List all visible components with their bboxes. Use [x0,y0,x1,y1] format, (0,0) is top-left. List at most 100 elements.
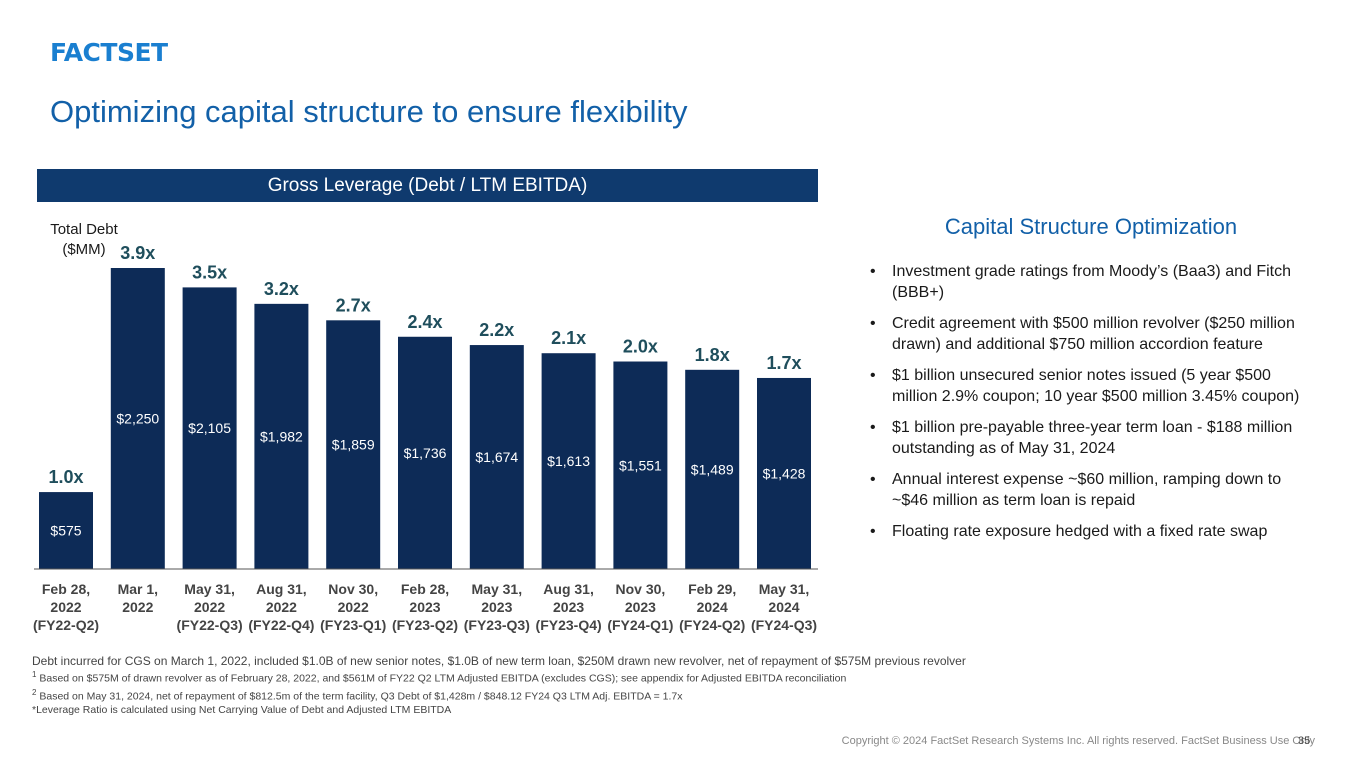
x-tick-label: Aug 31, [256,581,307,597]
bar [469,345,524,569]
bar [541,353,596,569]
x-tick-label: (FY23-Q3) [464,617,530,633]
x-tick-label: Feb 28, [401,581,449,597]
bullet-text: $1 billion unsecured senior notes issued… [892,367,1300,405]
x-tick-label: May 31, [472,581,523,597]
x-tick-label: 2022 [338,599,369,615]
x-tick-label: (FY23-Q2) [392,617,458,633]
bullet-text: Floating rate exposure hedged with a fix… [892,523,1268,540]
x-tick-label: (FY22-Q3) [177,617,243,633]
x-tick-label: 2023 [481,599,512,615]
bar [685,369,740,569]
leverage-label: 2.1x [551,328,586,348]
footnote-1: 1 Based on $575M of drawn revolver as of… [32,668,966,686]
bar [254,303,309,569]
bar [39,492,93,569]
bullet-text: Investment grade ratings from Moody’s (B… [892,263,1291,301]
x-tick-label: (FY22-Q4) [248,617,314,633]
leverage-label: 3.5x [192,262,227,282]
bar [613,361,668,569]
chart-header: Gross Leverage (Debt / LTM EBITDA) [37,169,818,202]
capital-structure-bullets: • Investment grade ratings from Moody’s (… [870,261,1315,552]
bar-value-label: $2,250 [116,411,159,427]
bar-value-label: $1,859 [332,437,375,453]
footnotes: Debt incurred for CGS on March 1, 2022, … [32,654,966,717]
leverage-label: 3.2x [264,279,299,299]
page-number: 35 [1298,735,1311,747]
bullet-text: Credit agreement with $500 million revol… [892,315,1295,353]
x-tick-label: 2022 [50,599,81,615]
bar-value-label: $1,674 [475,449,518,465]
x-tick-label: Aug 31, [543,581,594,597]
bullet-dot: • [870,263,876,280]
bullet-dot: • [870,367,876,384]
bar [757,377,811,569]
bar-value-label: $1,551 [619,457,662,473]
bar-value-label: $1,736 [404,445,447,461]
bar-value-label: $575 [50,523,81,539]
bullet-dot: • [870,419,876,436]
leverage-label: 1.0x [48,467,83,487]
footnote-main: Debt incurred for CGS on March 1, 2022, … [32,654,966,668]
bar-value-label: $1,613 [547,453,590,469]
bar-value-label: $1,489 [691,461,734,477]
capital-structure-title: Capital Structure Optimization [944,214,1238,239]
y-axis-label-line1: Total Debt [50,221,118,238]
y-axis-label: Total Debt ($MM) [42,220,126,260]
footnote-3: *Leverage Ratio is calculated using Net … [32,704,452,716]
footnote-2-text: Based on May 31, 2024, net of repayment … [36,690,683,702]
footnote-1-text: Based on $575M of drawn revolver as of F… [36,672,847,685]
bullet-text: Annual interest expense ~$60 million, ra… [892,471,1282,509]
x-tick-label: (FY24-Q1) [607,617,673,633]
x-tick-label: 2022 [266,599,297,615]
x-tick-label: 2022 [194,599,225,615]
x-tick-label: 2024 [697,599,728,615]
bullet-item: • Annual interest expense ~$60 million, r… [870,469,1315,511]
bar-value-label: $1,982 [260,428,303,444]
x-tick-label: 2023 [625,599,656,615]
leverage-label: 2.7x [336,295,371,315]
leverage-label: 2.4x [407,312,442,332]
bar [182,287,237,569]
bullet-item: • Credit agreement with $500 million revo… [870,313,1315,355]
bullet-text: $1 billion pre-payable three-year term l… [892,419,1293,457]
bar [326,320,381,569]
bullet-item: • Investment grade ratings from Moody’s (… [870,261,1315,303]
x-tick-label: Feb 29, [688,581,736,597]
leverage-label: 1.7x [766,353,801,373]
x-tick-label: Nov 30, [328,581,378,597]
x-tick-label: 2023 [409,599,440,615]
x-tick-label: May 31, [759,581,810,597]
factset-logo: FACTSET [50,38,168,67]
leverage-label: 1.8x [695,345,730,365]
x-tick-label: (FY23-Q1) [320,617,386,633]
x-tick-label: (FY22-Q2) [33,617,99,633]
y-axis-label-line2: ($MM) [62,241,106,258]
bar-value-label: $2,105 [188,420,231,436]
x-tick-label: 2022 [122,599,153,615]
bullet-item: • Floating rate exposure hedged with a fi… [870,521,1315,542]
x-tick-label: Mar 1, [118,581,158,597]
bullet-dot: • [870,523,876,540]
leverage-label: 2.0x [623,337,658,357]
leverage-bar-chart: $575 1.0x Feb 28, 2022 (FY22-Q2) $2,250 3.9x Ma… [33,243,818,633]
x-tick-label: (FY24-Q2) [679,617,745,633]
footnote-2-mark: 2 [32,687,37,697]
x-tick-label: 2024 [768,599,799,615]
x-tick-label: Feb 28, [42,581,90,597]
leverage-label: 2.2x [479,320,514,340]
bullet-dot: • [870,315,876,332]
x-tick-label: Nov 30, [615,581,665,597]
copyright-footer: Copyright © 2024 FactSet Research System… [841,735,1315,747]
bullet-dot: • [870,471,876,488]
bar [110,268,165,569]
bar [398,336,452,569]
footnote-2: 2 Based on May 31, 2024, net of repaymen… [32,686,966,704]
x-tick-label: (FY23-Q4) [536,617,602,633]
footnote-1-mark: 1 [32,670,37,679]
bar-value-label: $1,428 [763,465,806,481]
x-tick-label: 2023 [553,599,584,615]
leverage-label: 3.9x [120,243,155,263]
bullet-item: • $1 billion unsecured senior notes issue… [870,365,1315,407]
page-title: Optimizing capital structure to ensure f… [50,94,688,129]
